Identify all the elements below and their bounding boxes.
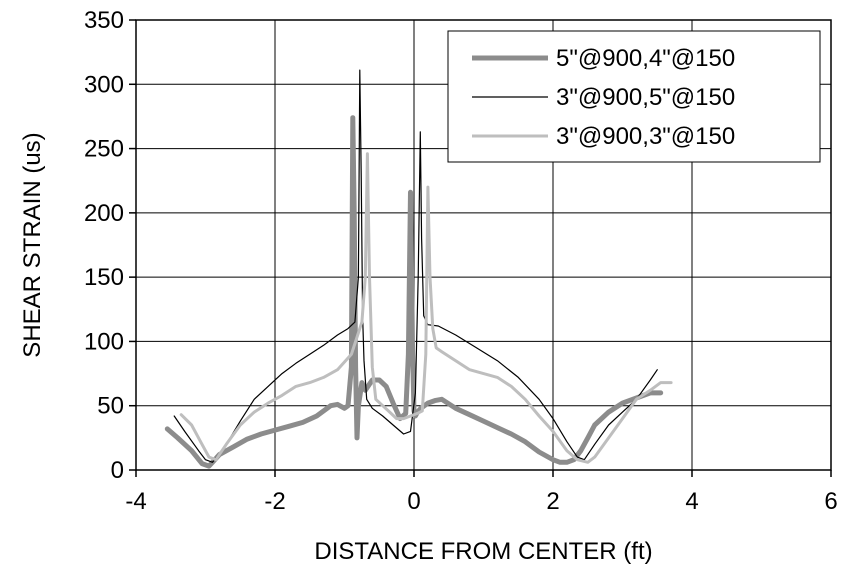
legend-label-2: 3"@900,5"@150	[556, 84, 735, 111]
legend-label-3: 3"@900,3"@150	[556, 123, 735, 150]
series-line-2	[173, 69, 658, 463]
y-tick-label: 100	[84, 328, 124, 355]
y-tick-label: 50	[97, 393, 124, 420]
tick-marks	[129, 19, 832, 477]
x-tick-labels: -4 -2 0 2 4 6	[125, 488, 837, 515]
series-line-3	[179, 152, 673, 464]
y-tick-label: 0	[111, 457, 124, 484]
x-tick-label: 0	[407, 488, 420, 515]
y-tick-label: 300	[84, 71, 124, 98]
legend-items: 5"@900,4"@150 3"@900,5"@150 3"@900,3"@150	[472, 45, 735, 150]
y-tick-label: 350	[84, 7, 124, 34]
legend: 5"@900,4"@150 3"@900,5"@150 3"@900,3"@150	[447, 30, 821, 163]
y-tick-labels: 0 50 100 150 200 250 300 350	[84, 7, 124, 484]
x-tick-label: -2	[264, 488, 285, 515]
x-tick-label: 4	[685, 488, 698, 515]
x-tick-label: 6	[824, 488, 837, 515]
y-tick-label: 250	[84, 136, 124, 163]
x-axis-title: DISTANCE FROM CENTER (ft)	[314, 538, 652, 565]
y-tick-label: 150	[84, 264, 124, 291]
series-layer	[164, 69, 673, 469]
y-tick-label: 200	[84, 200, 124, 227]
legend-label-1: 5"@900,4"@150	[556, 45, 735, 72]
x-tick-label: 2	[546, 488, 559, 515]
y-axis-title: SHEAR STRAIN (us)	[19, 132, 46, 357]
x-tick-label: -4	[125, 488, 146, 515]
plot-area	[135, 19, 832, 471]
